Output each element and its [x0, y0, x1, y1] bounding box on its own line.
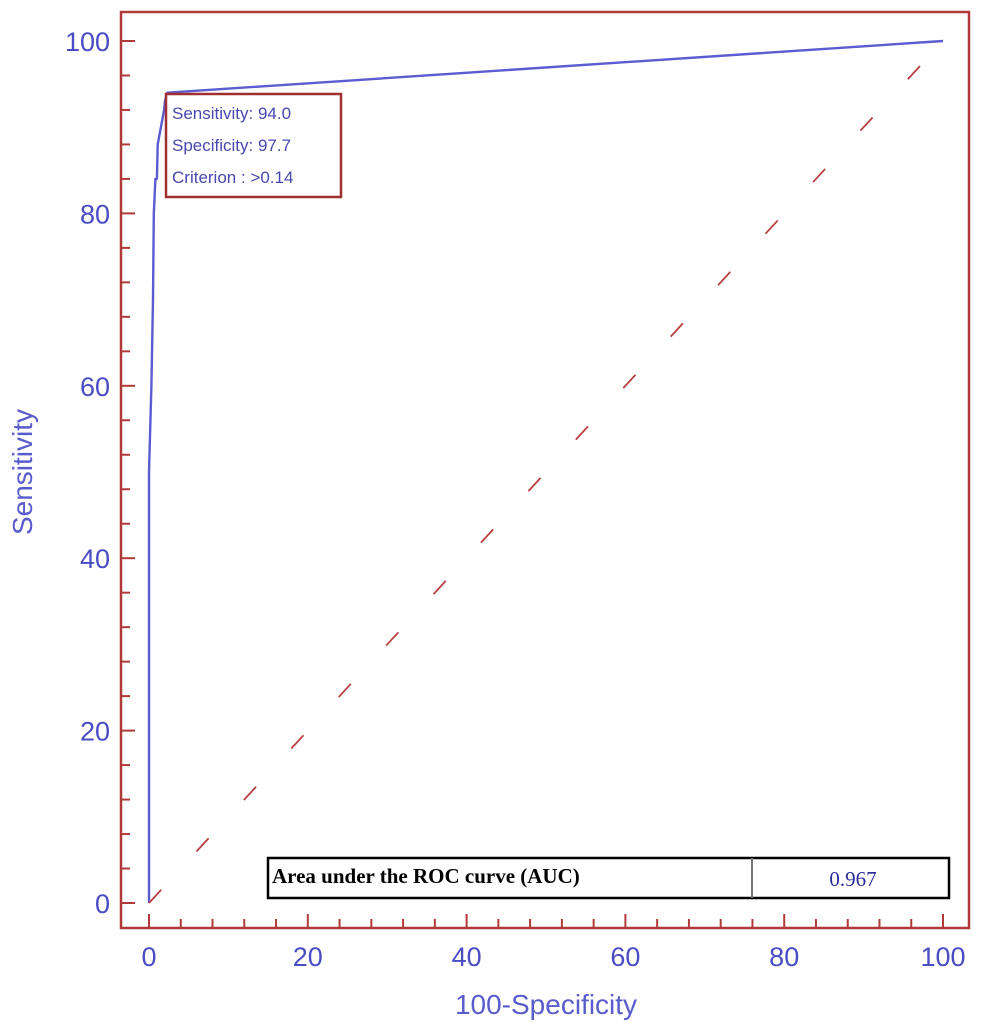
y-tick-label: 40	[80, 544, 110, 574]
x-tick-label: 40	[452, 942, 482, 972]
x-tick-label: 0	[141, 942, 156, 972]
plot-frame	[119, 10, 971, 930]
auc-table: Area under the ROC curve (AUC) 0.967	[266, 856, 951, 900]
roc-curve-line	[147, 39, 944, 903]
series-layer	[147, 39, 944, 904]
x-tick-label: 80	[769, 942, 799, 972]
y-tick-label: 0	[95, 889, 110, 919]
y-tick-label: 100	[65, 27, 110, 57]
x-tick-label: 100	[920, 942, 965, 972]
annotation-specificity: Specificity: 97.7	[172, 136, 291, 155]
y-axis-title: Sensitivity	[7, 409, 38, 535]
auc-table-border	[266, 856, 951, 900]
tick-labels: 0 20 40 60 80 100 0 20 40 60 80 100	[65, 27, 966, 972]
axis-ticks	[121, 40, 944, 928]
criterion-annotation: Sensitivity: 94.0 Specificity: 97.7 Crit…	[164, 92, 343, 199]
auc-value: 0.967	[829, 867, 876, 891]
x-axis-title: 100-Specificity	[455, 989, 637, 1020]
y-tick-label: 80	[80, 199, 110, 229]
y-tick-label: 20	[80, 717, 110, 747]
annotation-sensitivity: Sensitivity: 94.0	[172, 104, 291, 123]
annotation-criterion: Criterion : >0.14	[172, 168, 293, 187]
auc-label: Area under the ROC curve (AUC)	[272, 864, 580, 888]
annotation-box	[164, 92, 343, 199]
x-tick-label: 20	[293, 942, 323, 972]
y-tick-label: 60	[80, 372, 110, 402]
x-tick-label: 60	[610, 942, 640, 972]
